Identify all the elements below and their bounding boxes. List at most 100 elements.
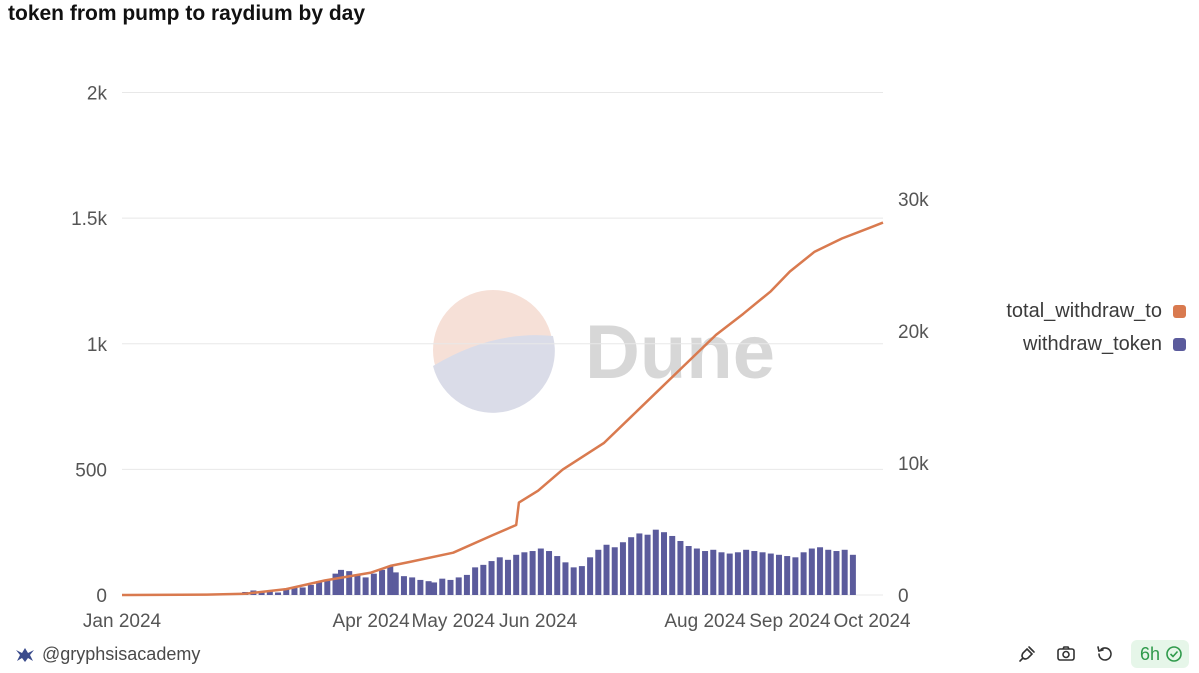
x-tick-label: Jun 2024 xyxy=(499,611,578,632)
chart-title: token from pump to raydium by day xyxy=(8,2,366,25)
bar-withdraw-token xyxy=(417,579,424,595)
bar-withdraw-token xyxy=(370,573,377,595)
line-series-total-withdraw-to xyxy=(121,221,884,597)
bar-withdraw-token xyxy=(392,572,399,595)
bar-withdraw-token xyxy=(718,552,725,595)
bar-withdraw-token xyxy=(299,587,306,595)
y-left-tick-label: 500 xyxy=(75,460,107,481)
bar-withdraw-token xyxy=(792,557,799,595)
x-tick-label: Sep 2024 xyxy=(749,611,831,632)
screenshot-button[interactable] xyxy=(1054,642,1078,666)
bar-withdraw-token xyxy=(354,574,361,595)
legend: total_withdraw_to withdraw_token xyxy=(1006,295,1186,361)
bar-withdraw-token xyxy=(726,553,733,595)
bar-withdraw-token xyxy=(488,561,495,595)
author[interactable]: @gryphsisacademy xyxy=(14,644,200,665)
bar-withdraw-token xyxy=(425,581,432,595)
bar-withdraw-token xyxy=(275,592,282,595)
bar-withdraw-token xyxy=(439,578,446,595)
bar-withdraw-token xyxy=(710,549,717,595)
bar-withdraw-token xyxy=(521,552,528,595)
legend-item-withdraw-token[interactable]: withdraw_token xyxy=(1006,328,1186,361)
line-total-withdraw-to xyxy=(121,221,884,597)
bar-withdraw-token xyxy=(693,548,700,595)
bar-withdraw-token xyxy=(619,542,626,595)
bar-withdraw-token xyxy=(644,534,651,595)
bar-withdraw-token xyxy=(455,577,462,595)
bar-withdraw-token xyxy=(628,537,635,595)
legend-label: total_withdraw_to xyxy=(1006,300,1162,322)
x-tick-label: Aug 2024 xyxy=(664,611,746,632)
bar-withdraw-token xyxy=(291,587,298,595)
legend-swatch-bar xyxy=(1173,338,1186,351)
bar-withdraw-token xyxy=(808,548,815,595)
refresh-button[interactable] xyxy=(1093,642,1117,666)
bar-withdraw-token xyxy=(496,557,503,595)
embed-button[interactable] xyxy=(1015,642,1039,666)
bar-withdraw-token xyxy=(849,554,856,595)
bar-withdraw-token xyxy=(537,548,544,595)
y-right-tick-label: 20k xyxy=(898,322,929,343)
chart-toolbar: 6h xyxy=(1000,640,1189,668)
bar-withdraw-token xyxy=(611,547,618,595)
bar-withdraw-token xyxy=(431,582,438,595)
watermark-text: Dune xyxy=(585,310,775,395)
dune-watermark: Dune xyxy=(433,290,775,413)
y-right-tick-label: 30k xyxy=(898,190,929,211)
y-left-tick-label: 1k xyxy=(87,335,108,356)
y-left-tick-label: 1.5k xyxy=(71,209,107,230)
x-tick-label: May 2024 xyxy=(412,611,496,632)
x-tick-label: Jan 2024 xyxy=(83,611,162,632)
y-right-tick-label: 10k xyxy=(898,454,929,475)
legend-label: withdraw_token xyxy=(1023,333,1162,355)
legend-swatch-line xyxy=(1173,305,1186,318)
bar-withdraw-token xyxy=(316,581,323,595)
bar-withdraw-token xyxy=(529,551,536,595)
bar-withdraw-token xyxy=(324,579,331,595)
bar-withdraw-token xyxy=(800,552,807,595)
y-left-tick-label: 0 xyxy=(96,586,107,607)
bar-withdraw-token xyxy=(775,554,782,595)
bar-withdraw-token xyxy=(307,584,314,595)
bar-withdraw-token xyxy=(447,579,454,595)
bar-withdraw-token xyxy=(504,559,511,595)
bar-withdraw-token xyxy=(603,544,610,595)
bar-withdraw-token xyxy=(702,551,709,595)
bar-withdraw-token xyxy=(841,549,848,595)
bar-withdraw-token xyxy=(669,535,676,595)
author-name: @gryphsisacademy xyxy=(42,644,201,664)
bar-withdraw-token xyxy=(734,552,741,595)
refresh-status-badge[interactable]: 6h xyxy=(1130,640,1189,668)
bar-withdraw-token xyxy=(337,569,344,595)
bar-withdraw-token xyxy=(480,564,487,595)
bar-withdraw-token xyxy=(661,532,668,595)
plug-icon xyxy=(1019,646,1035,662)
y-left-tick-label: 2k xyxy=(87,84,108,105)
bar-withdraw-token xyxy=(570,567,577,595)
bar-withdraw-token xyxy=(362,577,369,595)
bar-series-withdraw-token xyxy=(242,529,856,595)
bar-withdraw-token xyxy=(513,554,520,595)
bar-withdraw-token xyxy=(346,571,353,595)
bar-withdraw-token xyxy=(685,546,692,595)
bar-withdraw-token xyxy=(283,589,290,595)
refresh-icon xyxy=(1097,646,1112,661)
bar-withdraw-token xyxy=(652,529,659,595)
axes: 0 500 1k 1.5k 2k 0 10k 20k 30k Jan 2024 Apr 2024 Ma… xyxy=(71,84,929,632)
bar-withdraw-token xyxy=(759,552,766,595)
bar-withdraw-token xyxy=(743,549,750,595)
bar-withdraw-token xyxy=(825,549,832,595)
x-tick-label: Apr 2024 xyxy=(333,611,411,632)
bar-withdraw-token xyxy=(751,551,758,595)
bar-withdraw-token xyxy=(587,557,594,595)
bar-withdraw-token xyxy=(833,551,840,595)
bar-withdraw-token xyxy=(332,573,339,595)
bar-withdraw-token xyxy=(554,556,561,595)
chart-footer: @gryphsisacademy 6h xyxy=(0,636,1199,672)
bar-withdraw-token xyxy=(578,566,585,595)
bar-withdraw-token xyxy=(595,549,602,595)
legend-item-total-withdraw-to[interactable]: total_withdraw_to xyxy=(1006,295,1186,328)
refresh-age: 6h xyxy=(1139,643,1160,664)
bar-withdraw-token xyxy=(409,577,416,595)
